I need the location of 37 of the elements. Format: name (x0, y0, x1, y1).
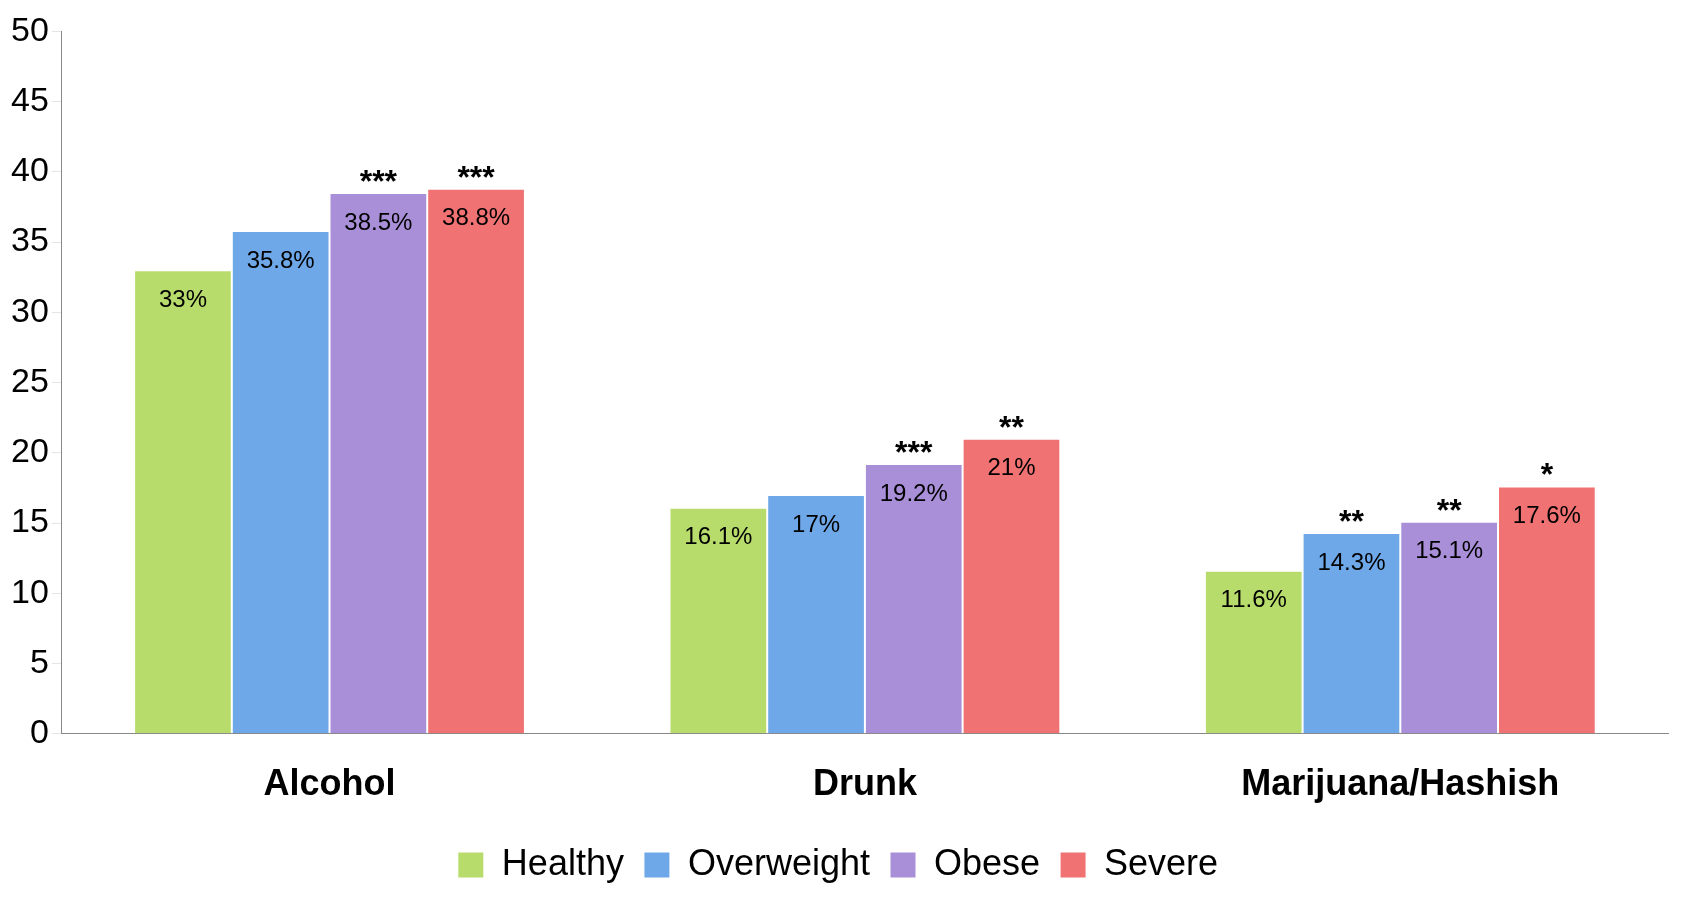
y-tick-label: 40 (10, 150, 49, 189)
data-label: 11.6% (1220, 585, 1287, 613)
annotation: ** (999, 408, 1025, 445)
data-label: 19.2% (879, 478, 948, 506)
data-label: 21% (987, 453, 1036, 481)
y-tick-label: 5 (29, 641, 49, 680)
y-tick-label: 25 (10, 360, 49, 399)
y-tick-label: 20 (10, 431, 49, 470)
legend-label: Obese (934, 841, 1041, 883)
x-tick-label: Drunk (812, 762, 918, 804)
y-tick-label: 15 (10, 501, 49, 540)
data-label: 16.1% (684, 522, 753, 550)
data-label: 17.6% (1512, 501, 1581, 529)
x-tick-label: Marijuana/Hashish (1241, 762, 1560, 804)
y-tick-label: 30 (10, 290, 49, 329)
data-label: 38.8% (442, 203, 511, 231)
x-tick-label: Alcohol (263, 762, 396, 804)
annotation: ** (1339, 502, 1365, 539)
data-label: 38.5% (344, 207, 413, 235)
annotation: *** (457, 158, 496, 195)
legend-label: Severe (1104, 841, 1219, 883)
legend-label: Healthy (501, 841, 624, 883)
data-label: 17% (792, 509, 841, 537)
annotation: * (1540, 456, 1554, 493)
y-tick-label: 35 (10, 220, 49, 259)
y-tick-label: 10 (10, 571, 49, 610)
legend-label: Overweight (687, 841, 871, 883)
y-tick-label: 50 (10, 9, 49, 48)
data-label: 15.1% (1415, 536, 1484, 564)
y-tick-label: 0 (29, 712, 49, 751)
y-tick-label: 45 (10, 80, 49, 119)
annotation: *** (359, 162, 398, 199)
data-label: 33% (158, 284, 207, 312)
data-label: 14.3% (1317, 547, 1386, 575)
annotation: ** (1436, 491, 1463, 528)
data-label: 35.8% (246, 245, 315, 273)
annotation: *** (895, 433, 933, 470)
